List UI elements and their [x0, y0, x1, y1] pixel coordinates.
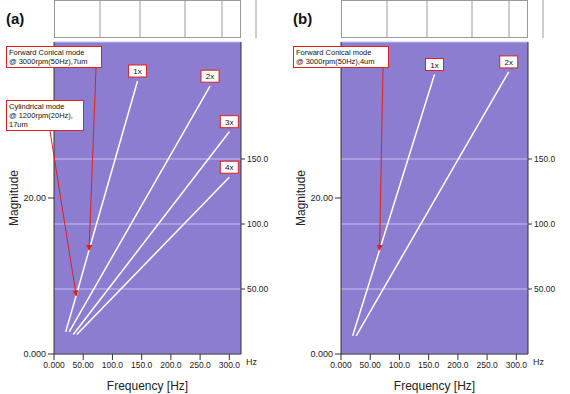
svg-text:150.0: 150.0: [418, 360, 440, 370]
svg-text:100.0: 100.0: [534, 219, 556, 229]
svg-text:300.0: 300.0: [506, 360, 528, 370]
html-text:(a): (a): [6, 10, 25, 27]
svg-text:Frequency [Hz]: Frequency [Hz]: [107, 379, 188, 393]
svg-text:Magnitude: Magnitude: [7, 170, 21, 226]
svg-text:4x: 4x: [225, 163, 233, 172]
svg-text:0.000: 0.000: [310, 349, 333, 359]
html-text:Hz: Hz: [533, 357, 544, 367]
html-text:Hz: Hz: [246, 357, 257, 367]
svg-text:100.0: 100.0: [247, 219, 269, 229]
svg-text:50.00: 50.00: [73, 360, 95, 370]
svg-text:0.000: 0.000: [43, 360, 65, 370]
html-text:Cylindrical mode: Cylindrical mode: [9, 102, 65, 111]
svg-text:20.00: 20.00: [310, 193, 333, 203]
html-text:(b): (b): [293, 10, 313, 27]
html-text:17um: 17um: [9, 120, 28, 129]
svg-text:200.0: 200.0: [160, 360, 182, 370]
svg-text:250.0: 250.0: [476, 360, 498, 370]
svg-text:1x: 1x: [430, 61, 438, 70]
svg-text:Frequency [Hz]: Frequency [Hz]: [394, 379, 475, 393]
svg-text:2x: 2x: [504, 58, 512, 67]
html-text:Forward Conical mode: Forward Conical mode: [296, 48, 372, 57]
svg-text:150.0: 150.0: [534, 154, 556, 164]
svg-text:200.0: 200.0: [447, 360, 469, 370]
html-text:@ 1200rpm(20Hz),: @ 1200rpm(20Hz),: [9, 111, 73, 120]
svg-text:100.0: 100.0: [102, 360, 124, 370]
svg-text:3x: 3x: [225, 118, 233, 127]
svg-text:150.0: 150.0: [247, 154, 269, 164]
html-text:Forward Conical mode: Forward Conical mode: [9, 48, 85, 57]
svg-text:100.0: 100.0: [389, 360, 411, 370]
svg-text:150.0: 150.0: [131, 360, 153, 370]
svg-text:0.000: 0.000: [23, 349, 46, 359]
svg-text:Magnitude: Magnitude: [294, 170, 308, 226]
html-text:@ 3000rpm(50Hz),7um: @ 3000rpm(50Hz),7um: [9, 57, 88, 66]
svg-text:50.00: 50.00: [247, 284, 269, 294]
svg-text:1x: 1x: [133, 67, 141, 76]
svg-text:0.000: 0.000: [330, 360, 352, 370]
html-text:@ 3000rpm(50Hz),4um: @ 3000rpm(50Hz),4um: [296, 57, 375, 66]
svg-text:300.0: 300.0: [219, 360, 241, 370]
svg-text:250.0: 250.0: [189, 360, 211, 370]
svg-text:20.00: 20.00: [23, 193, 46, 203]
svg-text:50.00: 50.00: [360, 360, 382, 370]
svg-text:50.00: 50.00: [534, 284, 556, 294]
svg-text:2x: 2x: [206, 72, 214, 81]
